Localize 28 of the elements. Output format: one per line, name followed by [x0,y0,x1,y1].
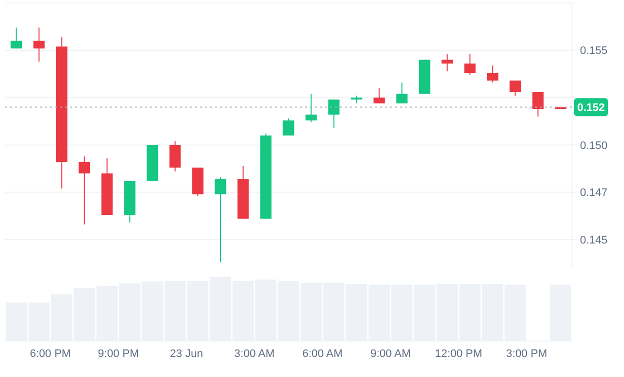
candlestick [374,88,385,104]
x-tick-label: 6:00 PM [30,348,71,360]
ref-line-label: 0.152 [577,102,605,114]
candlestick [464,54,476,76]
candlestick [214,176,226,263]
x-tick-label: 3:00 PM [506,348,548,360]
candlestick [532,91,544,118]
y-tick-label: 0.145 [580,234,608,246]
x-tick-label: 9:00 PM [98,348,139,360]
y-tick-label: 0.155 [580,45,608,58]
y-tick-label: 0.150 [580,140,608,152]
candlestick [328,99,340,128]
x-tick-label: 3:00 AM [234,348,275,360]
x-tick-label: 9:00 AM [370,348,411,360]
candlestick [510,80,521,96]
candlestick [306,93,317,123]
candlestick [78,156,90,225]
candlestick [442,54,453,72]
y-tick-label: 0.147 [580,187,608,200]
candlestick [33,27,45,62]
candlestick [396,82,408,104]
candlestick [282,118,294,136]
candlestick [169,140,181,172]
x-tick-label: 12:00 PM [435,348,482,360]
x-tick-label: 6:00 AM [302,348,343,360]
candlestick [486,64,498,83]
candlestick [10,27,22,49]
x-tick-label: 23 Jun [170,348,203,360]
